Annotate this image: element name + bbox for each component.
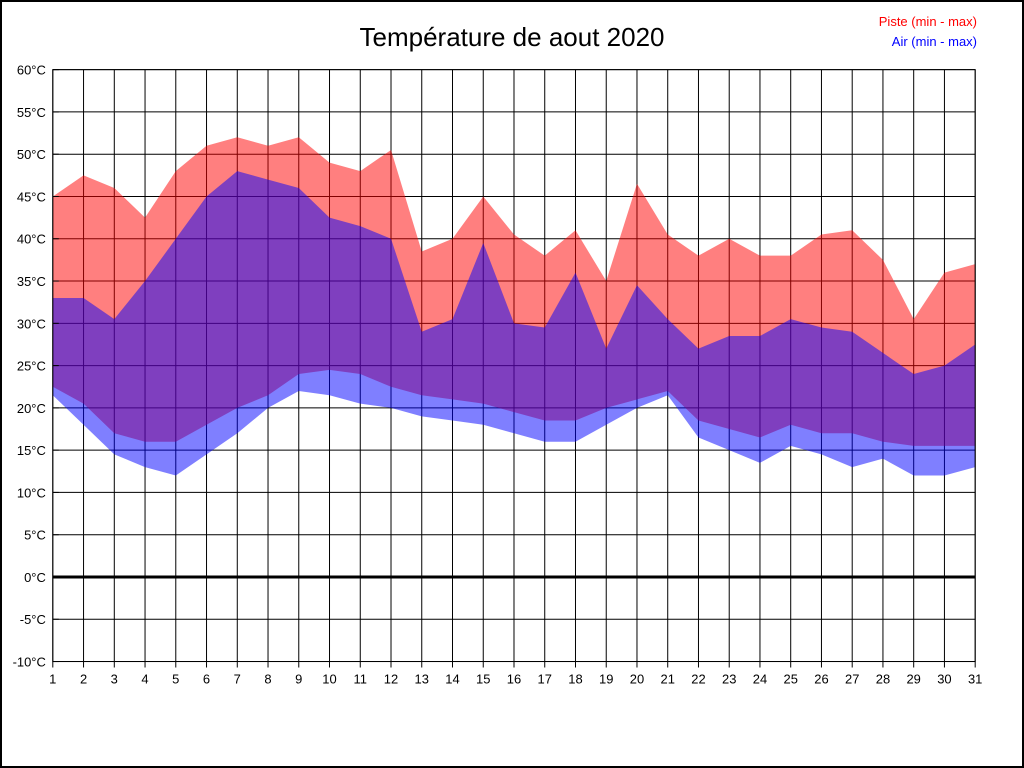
chart-title: Température de aout 2020 [359, 22, 665, 52]
y-tick-label: 5°C [24, 528, 46, 543]
x-tick-label: 18 [568, 671, 582, 686]
x-tick-label: 26 [814, 671, 828, 686]
y-tick-label: 50°C [17, 147, 46, 162]
y-tick-label: 15°C [17, 443, 46, 458]
x-tick-label: 20 [630, 671, 644, 686]
x-tick-label: 14 [445, 671, 459, 686]
x-tick-label: 10 [322, 671, 336, 686]
legend-item-air: Air (min - max) [891, 34, 977, 49]
y-tick-label: 40°C [17, 232, 46, 247]
y-tick-label: 60°C [17, 63, 46, 78]
x-tick-label: 8 [264, 671, 271, 686]
y-tick-label: 0°C [24, 570, 46, 585]
x-tick-label: 12 [384, 671, 398, 686]
x-tick-label: 3 [111, 671, 118, 686]
x-tick-label: 16 [507, 671, 521, 686]
x-tick-label: 17 [538, 671, 552, 686]
x-tick-label: 13 [415, 671, 429, 686]
y-tick-label: -5°C [20, 612, 46, 627]
x-tick-label: 7 [234, 671, 241, 686]
x-tick-label: 21 [661, 671, 675, 686]
x-tick-label: 15 [476, 671, 490, 686]
y-tick-label: 25°C [17, 359, 46, 374]
y-tick-label: 55°C [17, 105, 46, 120]
x-tick-label: 5 [172, 671, 179, 686]
x-tick-label: 4 [141, 671, 148, 686]
x-tick-label: 30 [937, 671, 951, 686]
y-tick-label: -10°C [13, 655, 46, 670]
x-tick-label: 11 [354, 671, 367, 686]
x-tick-label: 1 [49, 671, 56, 686]
y-tick-label: 30°C [17, 316, 46, 331]
x-tick-label: 31 [968, 671, 982, 686]
x-tick-label: 25 [784, 671, 798, 686]
x-tick-label: 9 [295, 671, 302, 686]
y-tick-label: 45°C [17, 189, 46, 204]
x-tick-label: 2 [80, 671, 87, 686]
x-tick-label: 6 [203, 671, 210, 686]
x-tick-label: 24 [753, 671, 767, 686]
x-tick-label: 19 [599, 671, 613, 686]
y-tick-label: 10°C [17, 485, 46, 500]
x-tick-label: 27 [845, 671, 859, 686]
x-tick-label: 22 [691, 671, 705, 686]
chart-legend: Piste (min - max) Air (min - max) [879, 12, 977, 52]
x-tick-label: 29 [906, 671, 920, 686]
y-tick-label: 20°C [17, 401, 46, 416]
y-tick-label: 35°C [17, 274, 46, 289]
x-tick-label: 23 [722, 671, 736, 686]
legend-item-piste: Piste (min - max) [878, 14, 977, 29]
x-tick-label: 28 [876, 671, 890, 686]
